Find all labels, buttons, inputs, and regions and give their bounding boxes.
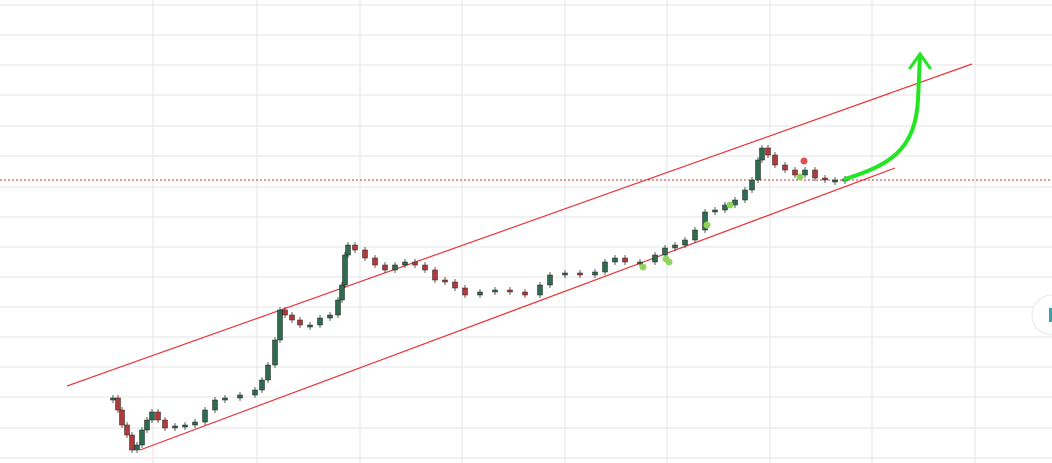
- candle: [562, 272, 568, 276]
- candle: [402, 261, 408, 266]
- candles: [110, 145, 848, 453]
- candle: [792, 169, 798, 176]
- candle: [822, 177, 828, 181]
- side-button-icon: [1049, 308, 1052, 322]
- marker: [796, 173, 804, 181]
- candle: [129, 434, 135, 451]
- candle: [392, 264, 398, 271]
- candle: [537, 284, 543, 296]
- candle: [702, 211, 708, 231]
- candle: [162, 419, 168, 429]
- candle: [759, 147, 765, 161]
- candle: [765, 147, 771, 156]
- candle: [172, 425, 178, 429]
- arrow-head: [908, 51, 932, 70]
- candle: [382, 264, 388, 271]
- candle: [692, 229, 698, 241]
- candle: [212, 399, 218, 411]
- marker: [665, 258, 673, 266]
- candle: [345, 244, 351, 256]
- candle: [297, 319, 303, 326]
- candle: [272, 339, 278, 366]
- candle: [522, 291, 528, 296]
- candle: [372, 257, 378, 266]
- candle: [119, 409, 125, 426]
- side-button[interactable]: [1031, 294, 1052, 336]
- marker: [703, 221, 711, 229]
- candle: [342, 254, 348, 286]
- candle: [339, 284, 345, 301]
- candle: [259, 379, 265, 391]
- candle: [412, 261, 418, 266]
- candle: [732, 199, 738, 206]
- candle: [289, 314, 295, 321]
- candle: [432, 269, 438, 281]
- candle: [612, 257, 618, 263]
- candle: [772, 154, 778, 166]
- candle: [742, 189, 748, 201]
- candle: [362, 249, 368, 259]
- candle: [442, 279, 448, 283]
- candle: [149, 411, 155, 421]
- candle: [282, 309, 288, 316]
- candle: [277, 309, 283, 341]
- candle: [139, 429, 145, 446]
- candle: [352, 244, 358, 251]
- candle: [462, 287, 468, 296]
- candle: [134, 444, 140, 451]
- candle: [422, 264, 428, 271]
- candle: [327, 314, 333, 319]
- forecast-arrow: [843, 54, 922, 181]
- candle: [124, 424, 130, 436]
- candle: [237, 394, 243, 399]
- candle: [115, 397, 121, 411]
- candle: [652, 254, 658, 263]
- candle: [452, 281, 458, 289]
- candle: [155, 411, 161, 421]
- candle: [492, 289, 498, 293]
- candle: [712, 209, 718, 213]
- candle: [335, 299, 341, 316]
- marker: [639, 263, 647, 271]
- candle: [782, 164, 788, 171]
- candle: [755, 159, 761, 181]
- markers: [639, 157, 808, 271]
- candle: [812, 169, 818, 179]
- candle: [682, 239, 688, 246]
- candle: [749, 179, 755, 191]
- candle: [144, 419, 150, 431]
- candle: [622, 257, 628, 263]
- candle: [722, 204, 728, 211]
- candle: [592, 271, 598, 276]
- candle: [802, 169, 808, 176]
- candle: [507, 289, 513, 293]
- candle: [547, 274, 553, 286]
- candle: [110, 397, 116, 401]
- candle: [662, 247, 668, 256]
- candle: [182, 424, 188, 428]
- candle: [602, 261, 608, 273]
- candle: [192, 421, 198, 426]
- candle: [832, 179, 838, 183]
- marker: [800, 157, 808, 165]
- candle: [307, 324, 313, 328]
- candle: [637, 261, 643, 265]
- candle: [672, 244, 678, 249]
- channel-lower: [139, 167, 896, 451]
- marker: [726, 201, 734, 209]
- candle: [317, 317, 323, 326]
- channel-upper: [66, 63, 973, 387]
- candle: [202, 409, 208, 423]
- candle: [477, 291, 483, 296]
- candle: [252, 389, 258, 396]
- candle: [222, 397, 228, 401]
- candle: [265, 364, 271, 381]
- candle: [577, 272, 583, 276]
